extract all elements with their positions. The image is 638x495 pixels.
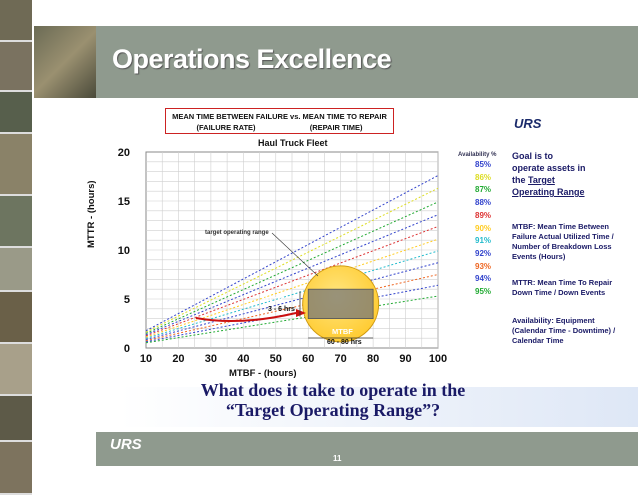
x-axis-label: MTBF - (hours) [229,368,297,379]
legend-line-2: (FAILURE RATE) (REPAIR TIME) [196,123,363,132]
header-photo [34,26,96,98]
series-line-85pct [145,175,439,332]
series-line-93pct [145,274,439,342]
x-tick-label: 70 [335,353,347,365]
y-tick-label: 20 [118,147,130,159]
x-tick-label: 60 [302,353,314,365]
availability-item: 91% [475,236,492,246]
question-line-2: “Target Operating Range”? [225,400,441,420]
y-tick-label: 15 [118,196,130,208]
hauler-photo [0,396,32,442]
mttr-label-1: MTTR [262,295,283,304]
x-tick-label: 30 [205,353,217,365]
availability-item: 88% [475,198,492,208]
truck-photo [0,42,32,92]
title-bar [96,26,638,98]
tower-photo [0,248,32,292]
y-tick-label: 5 [124,294,130,306]
urs-logo-top: URS [514,116,542,131]
goal-text: Goal is to operate assets in the Target … [512,150,622,198]
availability-title: Availability % [458,152,497,158]
x-tick-label: 40 [237,353,249,365]
question-text: What does it take to operate in the “Tar… [168,380,498,420]
footer-bar [96,432,638,466]
availability-item: 90% [475,223,492,233]
mtbf-label-2: 60 - 80 hrs [327,339,362,346]
availability-item: 92% [475,248,492,258]
crane-photo [0,344,32,396]
series-line-88pct [145,214,439,336]
mtbf-label-1: MTBF [332,327,353,336]
page-number: 11 [333,454,342,463]
photo-strip [0,0,32,495]
slide-title: Operations Excellence [112,44,392,74]
mtbf-definition: MTBF: Mean Time Between Failure Actual U… [512,222,614,261]
series-line-90pct [145,238,439,338]
series-line-95pct [145,295,439,344]
availability-item: 94% [475,274,492,284]
goal-line-4: Operating Range [512,186,622,198]
goal-line-2: operate assets in [512,163,586,173]
x-tick-label: 100 [429,353,447,365]
urs-logo-bottom: URS [110,436,142,453]
series-line-91pct [145,250,439,339]
mine-photo [0,0,32,42]
excavator-photo [0,292,32,344]
target-range-label: target operating range [205,230,269,236]
goal-link-2: Operating Range [512,187,585,197]
goal-line-3: the Target [512,174,622,186]
goal-line-1: Goal is to [512,151,554,161]
factory-photo [0,92,32,134]
target-label-leader [271,232,319,277]
availability-item: 87% [475,185,492,195]
target-arrowhead [296,309,306,317]
target-box [307,288,374,320]
plant-photo [0,196,32,248]
availability-item: 93% [475,261,492,271]
y-tick-label: 10 [118,245,130,257]
x-tick-label: 50 [270,353,282,365]
y-tick-label: 0 [124,343,130,355]
x-tick-label: 90 [399,353,411,365]
equipment-photo [0,134,32,196]
question-line-1: What does it take to operate in the [200,380,466,400]
mttr-label-2: 3 - 6 hrs [268,306,295,313]
availability-item: 86% [475,172,492,182]
x-tick-label: 10 [140,353,152,365]
question-band [120,387,638,427]
goal-link-1: Target [528,175,555,185]
availability-definition: Availability: Equipment (Calendar Time -… [512,316,616,345]
availability-item: 95% [475,287,492,296]
target-arrow [195,312,297,323]
x-tick-label: 20 [172,353,184,365]
chart-title: Haul Truck Fleet [258,138,328,148]
availability-item: 89% [475,210,492,220]
x-tick-label: 80 [367,353,379,365]
chart-legend-box: MEAN TIME BETWEEN FAILURE vs. MEAN TIME … [165,108,394,134]
goal-line-3-prefix: the [512,175,529,185]
mttr-definition: MTTR: Mean Time To Repair Down Time / Do… [512,278,613,297]
series-line-87pct [145,201,439,334]
availability-item: 85% [475,160,492,169]
legend-line-1: MEAN TIME BETWEEN FAILURE vs. MEAN TIME … [172,112,387,121]
